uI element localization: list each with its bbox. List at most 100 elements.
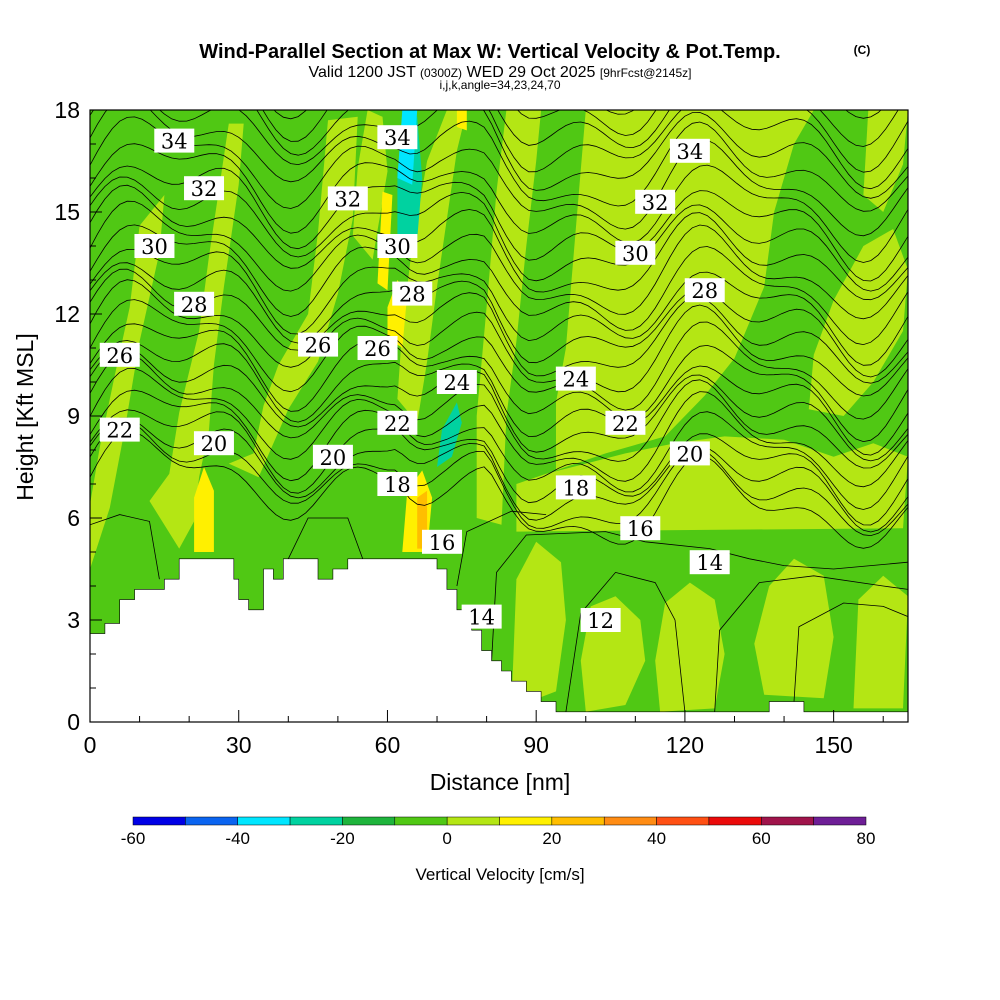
isentrope-label: 20	[193, 431, 234, 456]
x-tick-label: 60	[375, 732, 401, 758]
colorbar: -60 -40 -20 0 20 40 60 80	[121, 816, 876, 848]
isentrope-line	[90, 417, 908, 533]
isentrope-line	[90, 165, 908, 282]
colorbar-swatch	[342, 816, 396, 826]
isentrope-label-text: 34	[676, 140, 703, 164]
colorbar-swatch	[185, 816, 238, 826]
isentrope-label-text: 32	[334, 187, 361, 211]
isentrope-label: 14	[461, 604, 502, 630]
isentrope-label-text: 18	[562, 476, 589, 500]
isentrope-label-text: 22	[384, 412, 411, 436]
isentropes	[90, 110, 908, 712]
y-tick-label: 6	[67, 505, 80, 531]
isentrope-line	[90, 340, 908, 456]
x-tick-label: 30	[226, 732, 252, 758]
isentrope-label: 22	[377, 410, 418, 436]
velocity-region	[228, 116, 358, 478]
isentrope-label-text: 14	[696, 551, 723, 575]
isentrope-line	[565, 571, 686, 712]
isentrope-line	[90, 323, 908, 443]
isentrope-label: 28	[684, 278, 725, 303]
isentrope-line	[90, 352, 908, 469]
velocity-region	[456, 110, 467, 131]
y-tick-label: 18	[54, 97, 80, 123]
isentrope-label: 26	[357, 336, 398, 361]
isentrope-label: 16	[421, 529, 462, 555]
colorbar-swatch	[708, 816, 762, 826]
y-tick-label: 0	[67, 709, 80, 735]
isentrope-label: 26	[298, 332, 339, 358]
isentrope-label-text: 28	[691, 279, 718, 303]
isentrope-line	[456, 510, 547, 587]
x-axis-label: Distance [nm]	[430, 769, 571, 795]
y-tick-label: 3	[67, 607, 80, 633]
grid-indices: i,j,k,angle=34,23,24,70	[439, 78, 560, 92]
velocity-region	[194, 467, 214, 552]
isentrope-label: 34	[669, 138, 710, 164]
colorbar-tick-label: -60	[121, 829, 146, 848]
copyright-mark: (C)	[854, 43, 871, 57]
isentrope-label-text: 26	[106, 344, 133, 368]
isentrope-line	[90, 248, 908, 366]
velocity-region	[511, 541, 566, 709]
isentrope-line	[90, 346, 908, 462]
isentrope-label: 20	[669, 441, 710, 466]
isentrope-label: 18	[377, 472, 418, 497]
isentrope-label: 24	[436, 370, 477, 395]
valid-date: WED 29 Oct 2025	[467, 64, 596, 81]
x-tick-label: 90	[523, 732, 549, 758]
velocity-region	[516, 436, 908, 532]
colorbar-tick-label: 40	[647, 829, 666, 848]
isentrope-label: 32	[327, 186, 368, 211]
isentrope-label-text: 18	[384, 473, 411, 497]
velocity-region	[476, 110, 542, 525]
isentrope-line	[90, 200, 908, 320]
isentrope-line	[256, 110, 908, 190]
isentrope-label: 18	[555, 475, 596, 500]
chart-title: Wind-Parallel Section at Max W: Vertical…	[199, 41, 780, 63]
isentrope-label: 30	[377, 234, 418, 259]
isentrope-label-text: 32	[191, 177, 218, 201]
isentrope-label: 28	[392, 281, 433, 307]
isentrope-label-text: 24	[443, 371, 470, 395]
colorbar-swatch	[656, 816, 710, 826]
x-tick-label: 0	[84, 732, 97, 758]
isentrope-label-text: 34	[161, 130, 188, 154]
isentrope-label-text: 30	[622, 242, 649, 266]
isentrope-line	[287, 517, 364, 559]
isentrope-line	[90, 110, 908, 212]
colorbar-swatch	[394, 816, 448, 826]
valid-time: Valid 1200 JST	[309, 64, 417, 81]
colorbar-tick-label: 80	[857, 829, 876, 848]
isentrope-line	[90, 224, 908, 346]
isentrope-label-text: 30	[384, 235, 411, 259]
isentrope-label: 24	[555, 366, 596, 392]
isentrope-label: 34	[154, 128, 195, 154]
x-tick-label: 120	[666, 732, 704, 758]
isentrope-label-text: 26	[305, 334, 332, 358]
isentrope-line	[262, 110, 908, 173]
chart-subtitle: Valid 1200 JST (0300Z) WED 29 Oct 2025 […	[309, 64, 692, 81]
isentrope-line	[90, 116, 908, 237]
isentrope-label-text: 22	[612, 412, 639, 436]
colorbar-tick-label: 20	[542, 829, 561, 848]
isentrope-line	[90, 409, 908, 526]
isentrope-label-text: 28	[181, 293, 208, 317]
isentrope-label: 26	[99, 342, 140, 368]
isentrope-label: 20	[312, 444, 353, 470]
isentrope-label-text: 34	[384, 126, 411, 150]
velocity-region	[808, 229, 908, 416]
colorbar-swatch	[289, 816, 343, 826]
isentrope-label: 12	[580, 608, 621, 633]
colorbar-swatch	[446, 816, 500, 826]
isentrope-label: 34	[377, 125, 418, 150]
isentrope-label: 28	[174, 291, 215, 317]
isentrope-label: 32	[184, 176, 225, 201]
isentrope-label-text: 20	[320, 446, 347, 470]
velocity-region	[853, 575, 908, 709]
isentrope-line	[491, 531, 908, 661]
isentrope-label-text: 20	[676, 442, 703, 466]
forecast-info: [9hrFcst@2145z]	[600, 66, 692, 80]
